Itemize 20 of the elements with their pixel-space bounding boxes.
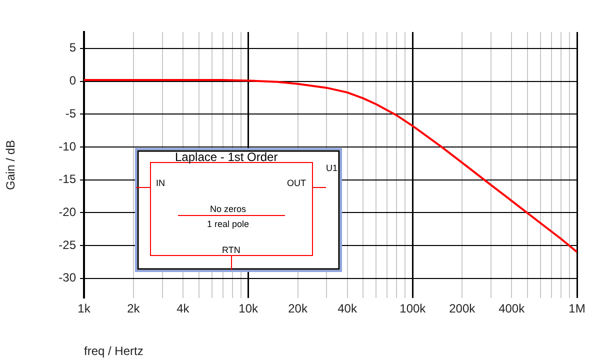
x-tick-label: 2k xyxy=(127,302,141,316)
y-tick-label: -15 xyxy=(58,172,76,186)
y-tick-label: -20 xyxy=(58,204,76,219)
x-tick-label: 1k xyxy=(78,302,92,316)
y-axis-title: Gain / dB xyxy=(4,140,18,190)
x-tick-label: 10k xyxy=(238,302,259,316)
y-tick-label: -5 xyxy=(65,106,76,120)
x-tick-label: 4k xyxy=(176,302,190,316)
y-tick-label: 0 xyxy=(69,74,76,88)
x-tick-label: 200k xyxy=(449,302,476,316)
x-tick-label: 20k xyxy=(288,302,308,316)
x-tick-label: 40k xyxy=(338,302,358,316)
x-tick-label: 1M xyxy=(568,302,586,316)
y-tick-label: -25 xyxy=(58,238,76,252)
y-tick-label: 5 xyxy=(69,40,76,55)
x-tick-label: 400k xyxy=(498,302,526,316)
x-tick-label: 100k xyxy=(400,302,427,316)
y-tick-label: -10 xyxy=(58,139,76,154)
x-axis-title: freq / Hertz xyxy=(84,344,144,358)
y-tick-label: -30 xyxy=(58,270,76,285)
